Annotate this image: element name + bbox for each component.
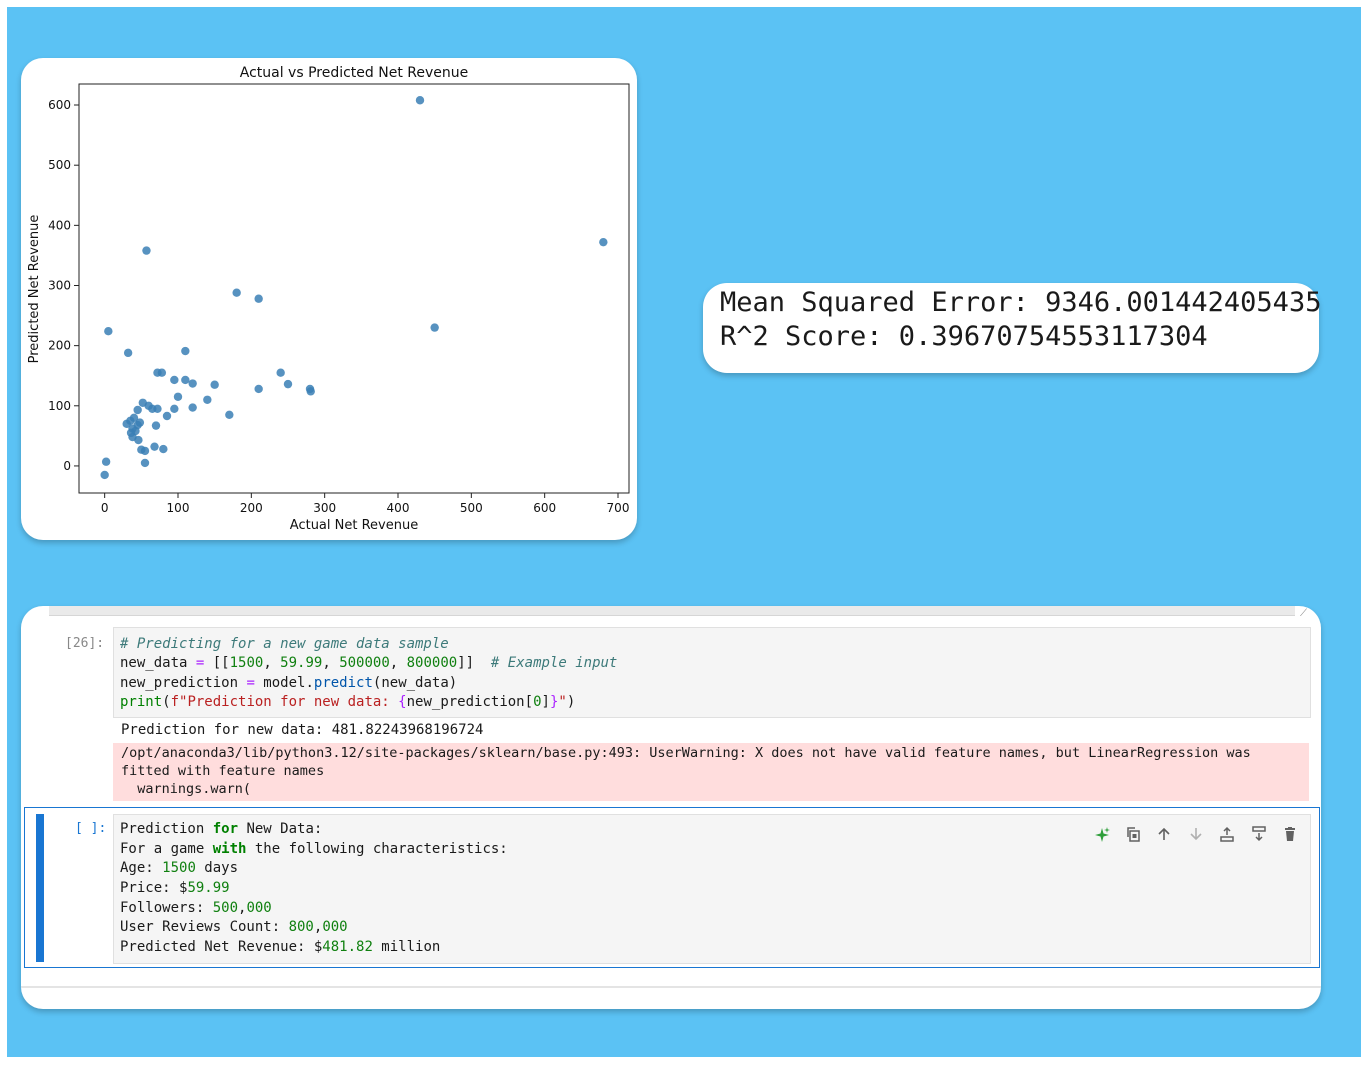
x-tick-label: 700 [607,501,630,515]
data-point [123,348,133,358]
y-tick-label: 0 [63,459,71,473]
code-line: print(f"Prediction for new data: {new_pr… [120,694,576,710]
data-point [126,428,136,438]
y-axis-ticks: 0 100 200 300 400 500 600 [48,98,79,473]
duplicate-icon[interactable] [1123,826,1143,846]
x-axis-ticks: 0 100 200 300 400 500 600 700 [101,493,630,515]
notebook-panel: ⟋ [26]: # Predicting for a new game data… [21,606,1321,1009]
code-line: Price: $59.99 [120,880,230,896]
data-point [254,384,263,394]
y-tick-label: 100 [48,399,71,413]
y-tick-label: 300 [48,278,71,292]
cell-execution-count: [ ]: [75,821,107,836]
data-point [415,96,425,105]
x-axis-label: Actual Net Revenue [290,518,418,533]
delete-icon[interactable] [1280,826,1300,846]
cell-execution-count: [26]: [65,636,105,651]
data-point [135,418,145,427]
warning-line: fitted with feature names [121,763,325,779]
data-point [150,442,159,451]
data-points [100,96,608,480]
data-point [232,288,241,297]
x-tick-label: 200 [240,501,263,515]
data-point [599,237,608,247]
data-point [173,392,183,401]
data-point [170,404,179,413]
code-line: Followers: 500,000 [120,900,272,916]
insert-below-icon[interactable] [1249,826,1269,846]
mse-text: Mean Squared Error: 9346.001442405435 [720,287,1322,318]
resize-handle-icon[interactable]: ⟋ [1300,608,1307,619]
x-tick-label: 600 [533,501,556,515]
data-point [188,403,197,412]
data-point [122,419,131,429]
y-tick-label: 500 [48,158,71,172]
data-point [430,323,439,332]
data-point [134,435,143,445]
warning-line: /opt/anaconda3/lib/python3.12/site-packa… [121,745,1251,761]
data-point [276,368,285,377]
warning-output: /opt/anaconda3/lib/python3.12/site-packa… [113,743,1309,801]
data-point [104,327,113,336]
data-point [157,368,167,377]
previous-cell-edge [49,606,1295,616]
data-point [151,421,161,430]
y-axis-label: Predicted Net Revenue [27,215,42,364]
notebook-bottom-edge [21,986,1321,988]
x-tick-label: 100 [167,501,190,515]
cell-output-text: Prediction for new data: 481.82243968196… [121,722,484,738]
code-cell-input[interactable]: # Predicting for a new game data sample … [113,627,1311,718]
code-line: Predicted Net Revenue: $481.82 million [120,939,441,955]
sparkle-icon[interactable] [1092,826,1112,846]
code-line: For a game with the following characteri… [120,841,508,857]
data-point [159,444,168,454]
data-point [100,470,109,480]
code-line: Age: 1500 days [120,860,239,876]
data-point [203,395,212,404]
data-point [188,379,197,388]
data-point [306,387,315,396]
active-cell[interactable]: [ ]: Prediction for New Data: For a game… [24,807,1320,968]
data-point [133,405,142,415]
code-line: User Reviews Count: 800,000 [120,919,348,935]
data-point [181,346,190,356]
plot-frame [78,83,630,494]
data-point [170,375,179,385]
data-point [181,375,190,385]
y-tick-label: 400 [48,218,71,232]
chart-title: Actual vs Predicted Net Revenue [240,65,469,81]
warning-line: warnings.warn( [121,781,252,797]
data-point [140,458,150,468]
data-point [162,411,172,421]
x-tick-label: 500 [460,501,483,515]
data-point [153,404,162,413]
data-point [142,246,151,255]
r2-score-text: R^2 Score: 0.39670754553117304 [720,321,1208,352]
code-cell-input[interactable]: Prediction for New Data: For a game with… [113,814,1311,964]
scatter-chart: Actual vs Predicted Net Revenue 0 100 200 3… [27,65,630,533]
x-tick-label: 0 [101,501,109,515]
data-point [225,410,234,420]
code-line: new_prediction = model.predict(new_data) [120,675,458,691]
y-tick-label: 600 [48,98,71,112]
active-cell-indicator[interactable] [36,814,44,962]
data-point [101,457,111,466]
code-line: new_data = [[1500, 59.99, 500000, 800000… [120,655,618,671]
x-tick-label: 400 [387,501,410,515]
metrics-card: Mean Squared Error: 9346.001442405435 R^… [703,283,1322,373]
code-line: # Predicting for a new game data sample [120,636,449,652]
data-point [283,379,293,389]
x-tick-label: 300 [313,501,336,515]
chart-card: Actual vs Predicted Net Revenue 0 100 200 3… [21,58,637,540]
data-point [210,380,219,389]
data-point [254,294,263,303]
data-point [140,446,150,456]
move-down-icon[interactable] [1186,826,1206,846]
code-line: Prediction for New Data: [120,821,323,837]
y-tick-label: 200 [48,339,71,353]
insert-above-icon[interactable] [1217,826,1237,846]
move-up-icon[interactable] [1154,826,1174,846]
